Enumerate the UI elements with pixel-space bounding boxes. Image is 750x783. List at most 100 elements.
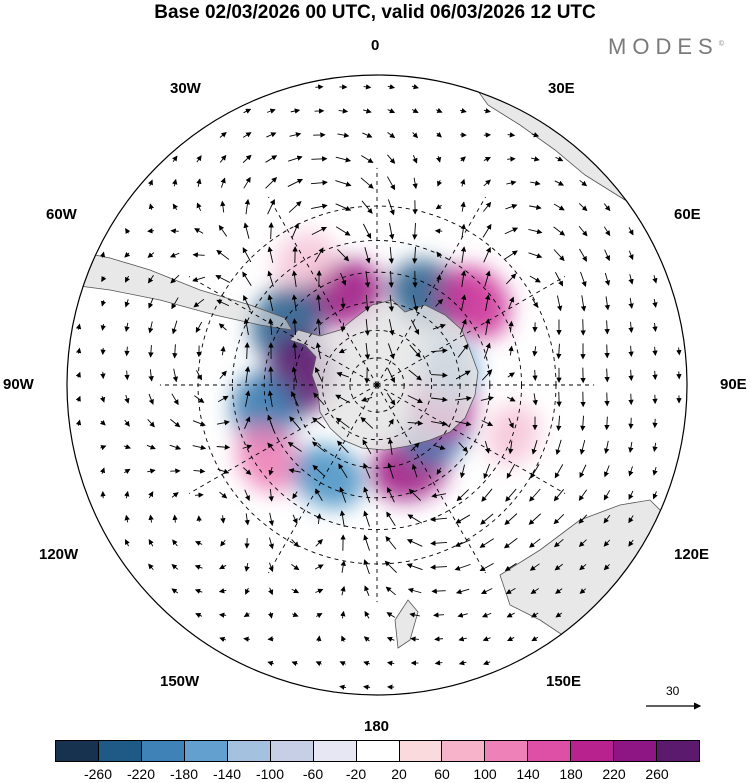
wind-vector bbox=[268, 366, 274, 384]
wind-vector bbox=[124, 346, 130, 357]
wind-vector bbox=[628, 321, 634, 334]
wind-vector bbox=[363, 510, 370, 527]
wind-vector bbox=[553, 538, 564, 548]
lon-label-60e: 60E bbox=[674, 206, 701, 223]
colorbar-tick-label: 220 bbox=[602, 766, 626, 782]
wind-vector bbox=[483, 201, 492, 212]
wind-vector bbox=[530, 588, 539, 594]
wind-vector bbox=[460, 294, 467, 311]
wind-vector bbox=[407, 395, 424, 403]
wind-vector bbox=[242, 271, 252, 287]
wind-vector bbox=[412, 154, 418, 164]
wind-vector bbox=[460, 246, 467, 263]
wind-vector bbox=[364, 343, 371, 360]
wind-vector bbox=[316, 635, 322, 642]
wind-vector bbox=[75, 371, 81, 378]
wind-vector bbox=[337, 248, 350, 262]
wind-vector bbox=[268, 562, 274, 573]
wind-vector bbox=[315, 488, 323, 501]
wind-vector bbox=[220, 345, 226, 356]
wind-vector bbox=[267, 246, 274, 263]
wind-vector bbox=[242, 247, 252, 263]
wind-vector bbox=[219, 154, 227, 163]
colorbar-segment bbox=[485, 741, 529, 761]
wind-vector bbox=[578, 225, 588, 237]
wind-vector bbox=[430, 516, 448, 523]
wind-vector bbox=[340, 322, 346, 333]
wind-vector bbox=[124, 251, 131, 258]
wind-vector bbox=[433, 444, 446, 451]
wind-vector bbox=[336, 371, 349, 378]
colorbar-tick-label: -260 bbox=[83, 766, 113, 782]
wind-vector bbox=[455, 588, 470, 595]
wind-vector bbox=[387, 132, 396, 139]
wind-vector bbox=[483, 246, 491, 263]
wind-vector bbox=[291, 366, 298, 383]
wind-vector bbox=[219, 370, 227, 380]
wind-vector bbox=[192, 420, 206, 427]
wind-vector bbox=[386, 511, 396, 527]
wind-vector bbox=[579, 439, 586, 455]
wind-vector bbox=[171, 588, 179, 594]
wind-vector bbox=[676, 347, 682, 356]
wind-vector bbox=[388, 246, 395, 264]
wind-vector bbox=[483, 179, 491, 187]
wind-vector bbox=[505, 488, 517, 502]
colorbar-tick-label: -100 bbox=[255, 766, 285, 782]
colorbar-segment bbox=[270, 741, 314, 761]
lon-label-120w: 120W bbox=[39, 546, 79, 563]
wind-vector bbox=[147, 419, 155, 428]
wind-vector bbox=[386, 612, 396, 618]
wind-vector bbox=[124, 299, 130, 308]
wind-vector bbox=[483, 463, 491, 479]
wind-vector bbox=[243, 222, 250, 239]
wind-vector bbox=[480, 588, 493, 595]
new-zealand-land bbox=[394, 599, 419, 649]
wind-vector bbox=[604, 368, 610, 383]
wind-vector bbox=[436, 251, 442, 259]
wind-vector bbox=[339, 684, 347, 690]
wind-vector bbox=[147, 468, 156, 474]
colorbar-segment bbox=[141, 741, 185, 761]
wind-vector bbox=[101, 275, 107, 282]
wind-vector bbox=[170, 274, 180, 284]
colorbar-segment bbox=[56, 741, 99, 761]
wind-vector bbox=[292, 318, 298, 336]
colorbar-segment bbox=[614, 741, 658, 761]
wind-vector bbox=[505, 588, 516, 595]
wind-vector bbox=[604, 272, 611, 286]
wind-vector bbox=[218, 588, 227, 594]
wind-vector bbox=[507, 132, 516, 138]
wind-vector bbox=[388, 319, 395, 336]
wind-vector bbox=[170, 228, 179, 234]
colorbar-tick-label: 260 bbox=[645, 766, 669, 782]
wind-vector bbox=[580, 415, 586, 432]
wind-vector bbox=[480, 395, 494, 402]
wind-vector bbox=[267, 414, 275, 431]
wind-vector bbox=[196, 370, 202, 381]
wind-vector bbox=[431, 492, 447, 499]
wind-vector bbox=[124, 275, 130, 283]
wind-vector bbox=[192, 276, 206, 283]
wind-vector bbox=[555, 612, 563, 618]
wind-vector bbox=[479, 562, 494, 572]
wind-vector bbox=[245, 390, 251, 407]
wind-vector bbox=[460, 270, 467, 287]
wind-vector bbox=[244, 489, 250, 502]
south-pole-point bbox=[375, 383, 379, 387]
wind-vector bbox=[195, 540, 203, 546]
wind-vector bbox=[335, 417, 350, 429]
wind-vector bbox=[553, 489, 565, 502]
wind-vector bbox=[529, 563, 540, 571]
wind-vector bbox=[387, 108, 396, 114]
wind-vector bbox=[430, 348, 448, 354]
wind-vector bbox=[245, 587, 250, 595]
wind-vector bbox=[406, 563, 423, 571]
wind-vector bbox=[196, 202, 202, 211]
wind-vector bbox=[124, 419, 130, 427]
wind-vector bbox=[555, 272, 564, 287]
wind-vector bbox=[556, 343, 562, 360]
wind-vector bbox=[407, 420, 424, 426]
wind-vector bbox=[528, 228, 543, 235]
wind-vector bbox=[217, 395, 229, 403]
